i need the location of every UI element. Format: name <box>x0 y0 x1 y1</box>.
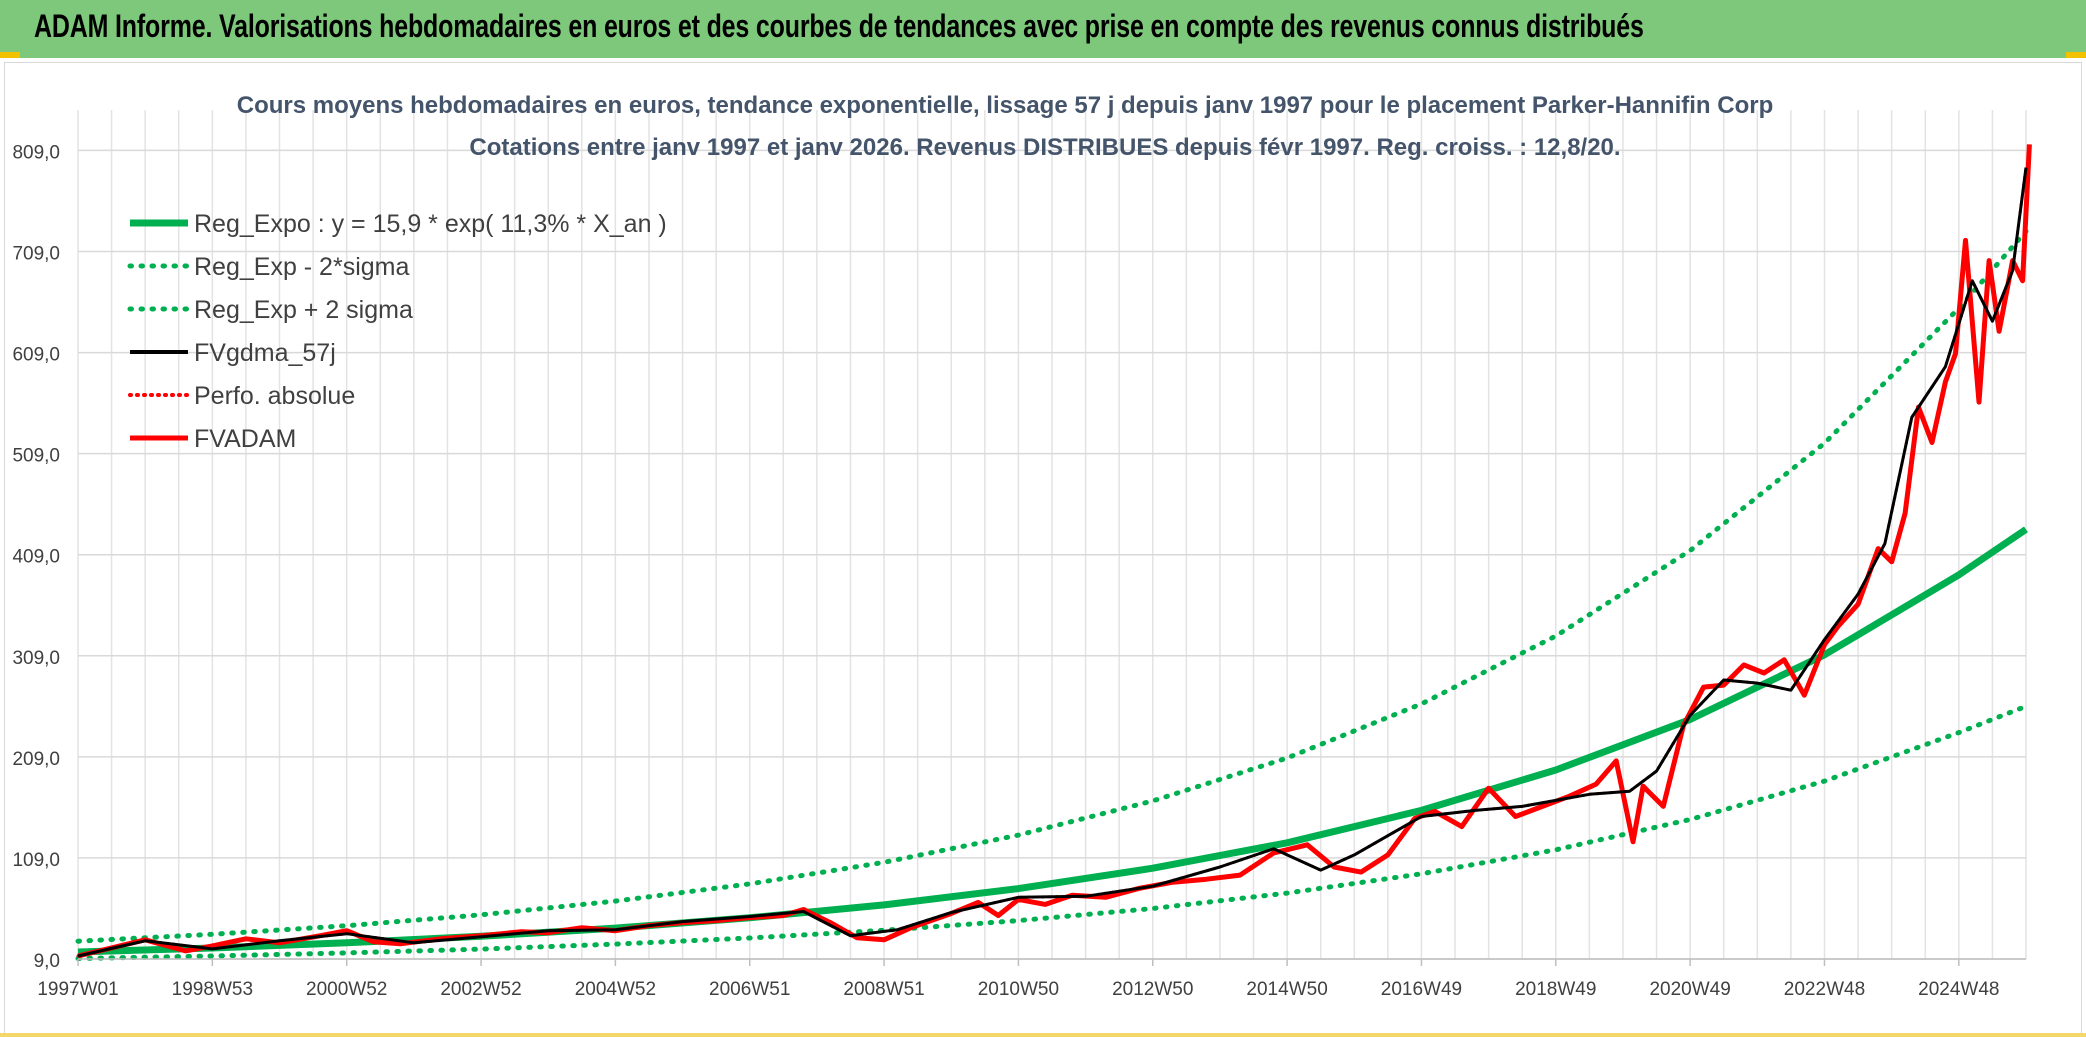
x-tick-label: 2012W50 <box>1112 979 1193 1000</box>
x-tick-label: 2016W49 <box>1381 979 1462 1000</box>
x-tick-label: 1998W53 <box>172 979 253 1000</box>
y-tick-label: 609,0 <box>12 345 60 366</box>
chart-subtitle: Cotations entre janv 1997 et janv 2026. … <box>469 134 1620 161</box>
x-tick-label: 2008W51 <box>843 979 924 1000</box>
x-tick-label: 2014W50 <box>1246 979 1327 1000</box>
title-banner: ADAM Informe. Valorisations hebdomadaire… <box>0 0 2086 58</box>
bottom-strip <box>0 1033 2086 1037</box>
legend-label: FVgdma_57j <box>194 339 336 367</box>
y-tick-label: 709,0 <box>12 244 60 265</box>
corner-accent-right <box>2066 52 2086 58</box>
x-tick-label: 2020W49 <box>1649 979 1730 1000</box>
legend-label: Reg_Exp + 2 sigma <box>194 296 413 324</box>
x-tick-label: 2022W48 <box>1784 979 1865 1000</box>
banner-title: ADAM Informe. Valorisations hebdomadaire… <box>34 8 1644 44</box>
series-line <box>77 167 2028 958</box>
y-tick-label: 9,0 <box>34 951 60 972</box>
y-tick-label: 309,0 <box>12 648 60 669</box>
x-tick-label: 2018W49 <box>1515 979 1596 1000</box>
y-tick-label: 109,0 <box>12 850 60 871</box>
chart-title: Cours moyens hebdomadaires en euros, ten… <box>237 92 1773 119</box>
legend: Reg_Expo : y = 15,9 * exp( 11,3% * X_an … <box>127 210 667 453</box>
x-tick-label: 2006W51 <box>709 979 790 1000</box>
x-tick-label: 2004W52 <box>575 979 656 1000</box>
legend-label: Reg_Exp - 2*sigma <box>194 253 409 281</box>
x-tick-label: 2010W50 <box>978 979 1059 1000</box>
gridlines <box>77 110 2027 960</box>
series-lines <box>75 144 2032 961</box>
y-tick-label: 409,0 <box>12 547 60 568</box>
y-tick-label: 809,0 <box>12 142 60 163</box>
y-tick-label: 509,0 <box>12 446 60 467</box>
corner-accent-left <box>0 52 20 58</box>
x-tick-label: 2024W48 <box>1918 979 1999 1000</box>
y-tick-label: 209,0 <box>12 749 60 770</box>
x-tick-label: 1997W01 <box>37 979 118 1000</box>
legend-label: Perfo. absolue <box>194 382 355 410</box>
x-tick-label: 2002W52 <box>440 979 521 1000</box>
axes: 9,0 109,0 209,0 309,0 409,0 509,0 609,0 709,0 80… <box>12 142 2026 1000</box>
x-tick-label: 2000W52 <box>306 979 387 1000</box>
legend-label: Reg_Expo : y = 15,9 * exp( 11,3% * X_an … <box>194 210 667 238</box>
series-line <box>77 526 2028 956</box>
legend-label: FVADAM <box>194 425 296 453</box>
